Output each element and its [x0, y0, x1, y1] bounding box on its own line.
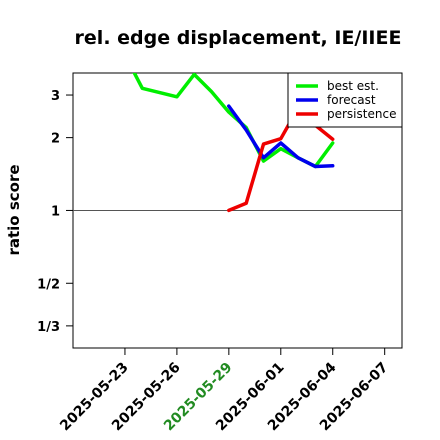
y-tick-label: 1/3	[37, 320, 60, 335]
y-tick-label: 2	[51, 132, 60, 147]
legend-label: persistence	[327, 107, 396, 121]
y-axis-label: ratio score	[5, 164, 23, 255]
chart-title: rel. edge displacement, IE/IIEE	[75, 27, 402, 49]
legend-label: forecast	[327, 93, 376, 107]
y-tick-label: 3	[51, 89, 60, 104]
y-tick-label: 1	[51, 204, 60, 219]
legend-label: best est.	[327, 79, 379, 93]
y-tick-label: 1/2	[37, 277, 60, 292]
series-line-forecast	[227, 104, 335, 169]
